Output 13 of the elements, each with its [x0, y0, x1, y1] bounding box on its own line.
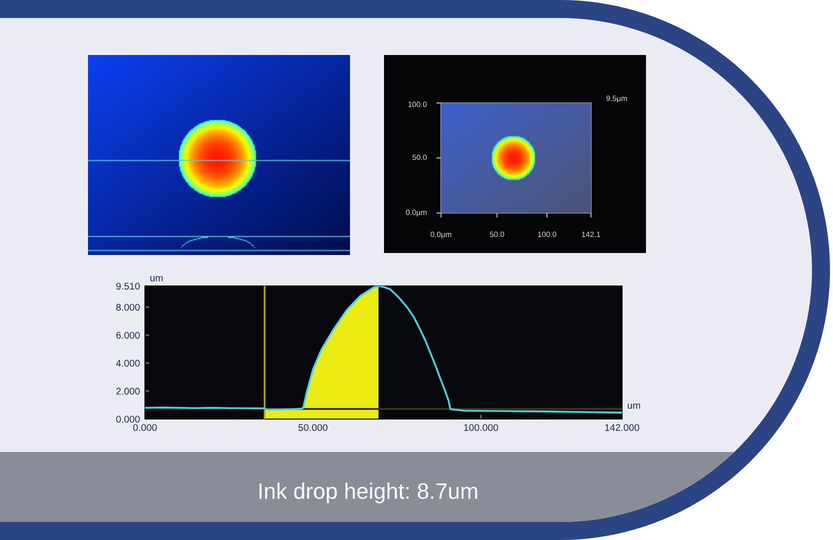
y-tick-label: 4.000	[116, 360, 140, 367]
x-axis-title: um	[628, 404, 640, 409]
x-tick-label: 100.000	[464, 424, 498, 431]
y-tick-label: 8.000	[116, 304, 140, 311]
x-tick-label: 0.000	[133, 424, 157, 431]
x-tick-label: 50.000	[298, 424, 328, 431]
text: Ink drop height: 8.7um	[260, 482, 478, 504]
y-tick-label: 6.000	[116, 332, 140, 339]
x-tick-label: 142.000	[605, 424, 640, 431]
y-tick-label: 0.000	[116, 416, 140, 423]
y-tick-label: 9.510	[116, 282, 140, 290]
y-tick-label: 2.000	[116, 388, 140, 395]
y-axis-title: um	[150, 276, 163, 282]
